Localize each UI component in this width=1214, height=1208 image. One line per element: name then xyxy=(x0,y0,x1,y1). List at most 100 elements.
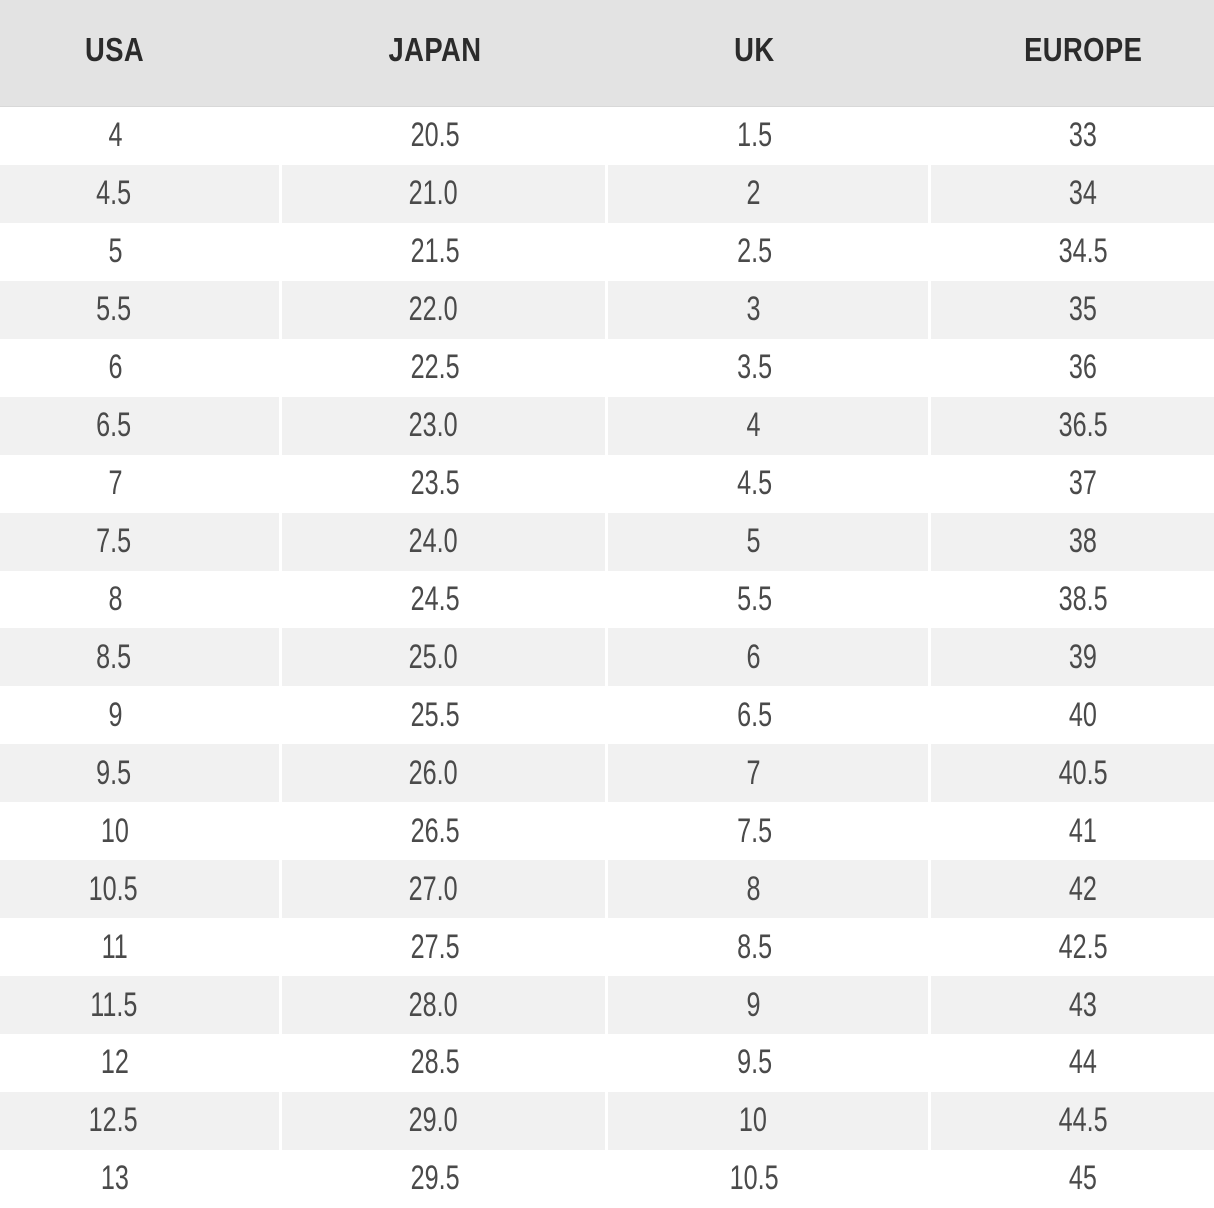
table-cell: 43 xyxy=(931,976,1214,1034)
cell-value: 42 xyxy=(1068,869,1097,908)
table-cell: 26.0 xyxy=(282,744,608,803)
cell-value: 37 xyxy=(1068,464,1097,503)
table-cell: 6 xyxy=(608,628,931,687)
cell-value: 5.5 xyxy=(96,290,131,329)
cell-value: 3 xyxy=(745,290,760,329)
cell-value: 24.5 xyxy=(410,579,460,618)
cell-value: 12 xyxy=(100,1043,129,1082)
cell-value: 8 xyxy=(745,869,760,908)
table-body: 4 20.5 1.5 33 4.5 21.0 2 34 5 21.5 2.5 34.5 5.5 22.0 3… xyxy=(0,107,1214,1208)
cell-value: 23.0 xyxy=(409,406,458,445)
table-cell: 38.5 xyxy=(931,571,1214,629)
cell-value: 35 xyxy=(1068,290,1097,329)
table-cell: 39 xyxy=(931,628,1214,687)
table-cell: 34.5 xyxy=(931,223,1214,281)
cell-value: 24.0 xyxy=(409,522,458,561)
table-cell: 36.5 xyxy=(931,396,1214,455)
table-cell: 23.0 xyxy=(282,396,608,455)
cell-value: 20.5 xyxy=(410,116,460,155)
cell-value: 7.5 xyxy=(96,522,131,561)
table-cell: 6 xyxy=(0,339,282,397)
table-cell: 3 xyxy=(608,280,931,339)
table-cell: 34 xyxy=(931,164,1214,223)
cell-value: 36 xyxy=(1068,348,1097,387)
cell-value: 11.5 xyxy=(89,985,138,1024)
table-row: 9.5 26.0 7 40.5 xyxy=(0,744,1214,803)
table-cell: 21.0 xyxy=(282,164,608,223)
cell-value: 9.5 xyxy=(737,1043,772,1082)
cell-value: 22.5 xyxy=(410,348,460,387)
cell-value: 6 xyxy=(745,637,760,676)
table-cell: 24.5 xyxy=(282,571,608,629)
table-cell: 5.5 xyxy=(0,280,282,339)
table-row: 11 27.5 8.5 42.5 xyxy=(0,918,1214,977)
cell-value: 45 xyxy=(1068,1159,1097,1198)
cell-value: 5.5 xyxy=(737,579,772,618)
cell-value: 21.5 xyxy=(410,232,460,271)
table-cell: 37 xyxy=(931,455,1214,513)
table-cell: 26.5 xyxy=(282,802,608,860)
table-cell: 5 xyxy=(608,512,931,571)
header-cell-europe: EUROPE xyxy=(931,0,1214,106)
cell-value: 27.5 xyxy=(410,927,460,966)
cell-value: 2 xyxy=(745,174,760,213)
cell-value: 41 xyxy=(1068,811,1097,850)
table-cell: 9.5 xyxy=(0,744,282,803)
cell-value: 6.5 xyxy=(96,406,131,445)
table-cell: 9.5 xyxy=(608,1034,931,1092)
cell-value: 23.5 xyxy=(410,464,460,503)
table-cell: 6.5 xyxy=(608,686,931,744)
cell-value: 7.5 xyxy=(737,811,772,850)
cell-value: 2.5 xyxy=(737,232,772,271)
table-cell: 2.5 xyxy=(608,223,931,281)
table-cell: 28.5 xyxy=(282,1034,608,1092)
table-row: 11.5 28.0 9 43 xyxy=(0,976,1214,1034)
cell-value: 26.5 xyxy=(410,811,460,850)
table-cell: 44.5 xyxy=(931,1091,1214,1150)
table-cell: 3.5 xyxy=(608,339,931,397)
table-cell: 20.5 xyxy=(282,107,608,165)
cell-value: 8.5 xyxy=(96,637,131,676)
table-row: 5 21.5 2.5 34.5 xyxy=(0,222,1214,281)
cell-value: 4 xyxy=(745,406,760,445)
header-cell-japan: JAPAN xyxy=(282,0,608,106)
table-cell: 10 xyxy=(0,802,282,860)
table-cell: 21.5 xyxy=(282,223,608,281)
cell-value: 10 xyxy=(100,811,129,850)
table-cell: 4.5 xyxy=(0,164,282,223)
cell-value: 3.5 xyxy=(737,348,772,387)
cell-value: 10.5 xyxy=(89,869,138,908)
table-cell: 4 xyxy=(0,107,282,165)
table-cell: 4.5 xyxy=(608,455,931,513)
table-cell: 5.5 xyxy=(608,571,931,629)
cell-value: 4.5 xyxy=(737,464,772,503)
cell-value: 9.5 xyxy=(96,753,131,792)
cell-value: 7 xyxy=(745,753,760,792)
table-cell: 10.5 xyxy=(608,1150,931,1208)
table-cell: 25.0 xyxy=(282,628,608,687)
cell-value: 44 xyxy=(1068,1043,1097,1082)
table-row: 4.5 21.0 2 34 xyxy=(0,164,1214,223)
table-cell: 27.5 xyxy=(282,918,608,976)
cell-value: 28.0 xyxy=(409,985,458,1024)
cell-value: 33 xyxy=(1068,116,1097,155)
table-cell: 7.5 xyxy=(608,802,931,860)
header-cell-usa: USA xyxy=(0,0,282,106)
table-cell: 9 xyxy=(608,976,931,1034)
cell-value: 44.5 xyxy=(1058,1101,1108,1140)
header-label: UK xyxy=(734,31,775,68)
table-cell: 5 xyxy=(0,223,282,281)
cell-value: 22.0 xyxy=(409,290,458,329)
cell-value: 21.0 xyxy=(409,174,458,213)
header-cell-uk: UK xyxy=(608,0,931,106)
table-row: 13 29.5 10.5 45 xyxy=(0,1149,1214,1208)
cell-value: 29.0 xyxy=(409,1101,458,1140)
cell-value: 9 xyxy=(107,695,122,734)
cell-value: 1.5 xyxy=(737,116,772,155)
cell-value: 8.5 xyxy=(737,927,772,966)
cell-value: 12.5 xyxy=(89,1101,138,1140)
table-cell: 6.5 xyxy=(0,396,282,455)
table-row: 6 22.5 3.5 36 xyxy=(0,338,1214,397)
cell-value: 5 xyxy=(107,232,122,271)
cell-value: 34 xyxy=(1068,174,1097,213)
